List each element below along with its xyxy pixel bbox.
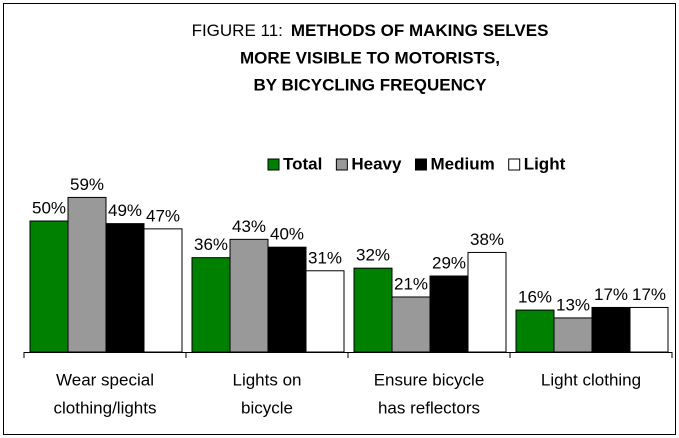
bar <box>553 317 593 353</box>
bar <box>229 238 269 353</box>
value-label: 17% <box>632 285 666 304</box>
value-label: 31% <box>308 248 342 267</box>
legend-swatch <box>508 158 521 171</box>
value-label: 40% <box>270 225 304 244</box>
x-tick-label: Ensure bicycle <box>374 370 485 389</box>
bar <box>105 223 145 353</box>
legend-swatch <box>335 158 348 171</box>
value-label: 43% <box>232 217 266 236</box>
bar <box>143 228 183 353</box>
bar <box>191 257 231 353</box>
x-tick-label: has reflectors <box>378 398 480 417</box>
legend-label: Medium <box>430 154 494 173</box>
bar <box>591 306 631 353</box>
value-label: 59% <box>70 175 104 194</box>
x-tick-label: Wear special <box>56 370 154 389</box>
value-label: 16% <box>518 288 552 307</box>
x-tick-label: Light clothing <box>541 370 641 389</box>
chart-title: FIGURE 11: METHODS OF MAKING SELVES <box>192 21 549 40</box>
value-label: 13% <box>556 295 590 314</box>
value-label: 36% <box>194 235 228 254</box>
frame <box>3 3 676 435</box>
legend-label: Total <box>283 154 322 173</box>
value-label: 38% <box>470 230 504 249</box>
bar <box>467 251 507 353</box>
bar <box>267 246 307 353</box>
value-label: 17% <box>594 285 628 304</box>
bar <box>391 296 431 353</box>
value-label: 50% <box>32 198 66 217</box>
value-label: 47% <box>146 206 180 225</box>
x-tick-label: clothing/lights <box>53 398 156 417</box>
title-line: METHODS OF MAKING SELVES <box>291 21 549 40</box>
value-label: 21% <box>394 274 428 293</box>
bar <box>305 270 345 353</box>
bar <box>515 309 555 353</box>
bar <box>629 306 669 353</box>
bar <box>29 220 69 353</box>
bar <box>353 267 393 353</box>
legend-label: Light <box>524 154 566 173</box>
title-label: FIGURE 11: <box>192 21 283 40</box>
value-label: 32% <box>356 246 390 265</box>
value-label: 29% <box>432 254 466 273</box>
title-line: BY BICYCLING FREQUENCY <box>254 75 488 94</box>
bar <box>67 196 107 353</box>
legend-label: Heavy <box>351 154 402 173</box>
x-tick-label: bicycle <box>241 398 293 417</box>
bar <box>429 275 469 353</box>
title-line: MORE VISIBLE TO MOTORISTS, <box>240 48 500 67</box>
value-label: 49% <box>108 201 142 220</box>
x-tick-label: Lights on <box>233 370 302 389</box>
legend-swatch <box>267 158 280 171</box>
legend-swatch <box>414 158 427 171</box>
